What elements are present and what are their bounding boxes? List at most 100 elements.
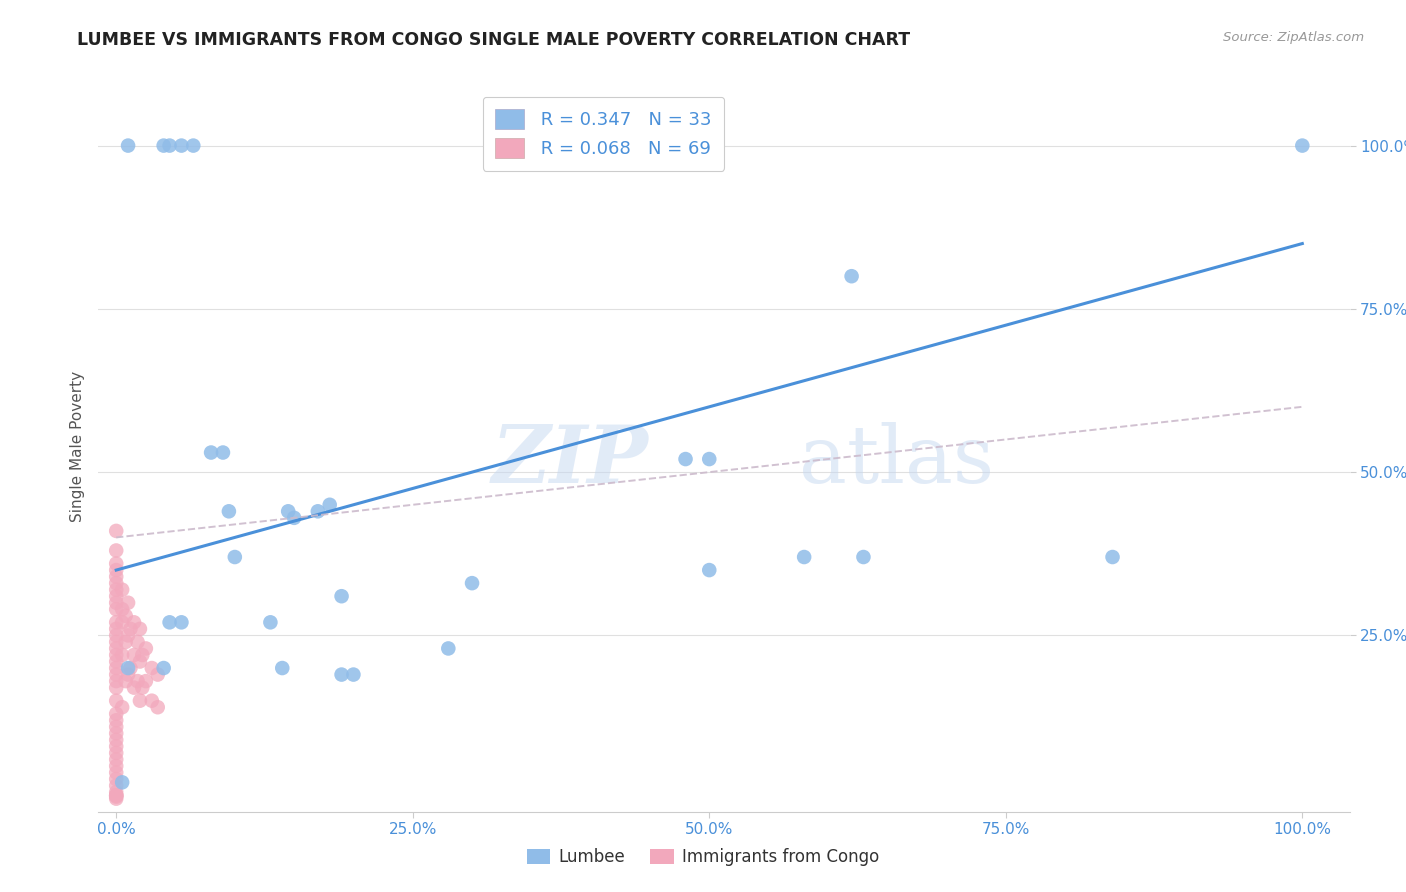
Point	[117, 138, 139, 153]
Point	[105, 789, 128, 803]
Point	[105, 655, 128, 669]
Point	[129, 622, 152, 636]
Point	[111, 775, 134, 789]
Point	[841, 269, 863, 284]
Point	[120, 661, 142, 675]
Point	[181, 138, 204, 153]
Point	[111, 582, 134, 597]
Point	[105, 661, 128, 675]
Point	[105, 602, 128, 616]
Point	[271, 661, 294, 675]
Point	[111, 602, 134, 616]
Point	[170, 138, 193, 153]
Point	[105, 720, 128, 734]
Point	[461, 576, 484, 591]
Point	[105, 746, 128, 760]
Point	[127, 635, 149, 649]
Point	[105, 759, 128, 773]
Text: Source: ZipAtlas.com: Source: ZipAtlas.com	[1223, 31, 1364, 45]
Point	[852, 549, 875, 564]
Point	[111, 615, 134, 630]
Point	[675, 452, 697, 467]
Point	[105, 765, 128, 780]
Point	[131, 681, 153, 695]
Point	[105, 772, 128, 786]
Point	[129, 655, 152, 669]
Point	[224, 549, 246, 564]
Point	[277, 504, 299, 518]
Point	[146, 667, 169, 681]
Point	[1101, 549, 1123, 564]
Point	[129, 694, 152, 708]
Point	[131, 648, 153, 662]
Y-axis label: Single Male Poverty: Single Male Poverty	[69, 370, 84, 522]
Point	[105, 576, 128, 591]
Point	[105, 582, 128, 597]
Point	[105, 635, 128, 649]
Point	[135, 674, 157, 689]
Legend:  R = 0.347   N = 33,  R = 0.068   N = 69: R = 0.347 N = 33, R = 0.068 N = 69	[482, 96, 724, 170]
Point	[330, 589, 353, 603]
Text: LUMBEE VS IMMIGRANTS FROM CONGO SINGLE MALE POVERTY CORRELATION CHART: LUMBEE VS IMMIGRANTS FROM CONGO SINGLE M…	[77, 31, 911, 49]
Point	[105, 739, 128, 754]
Point	[105, 589, 128, 603]
Text: ZIP: ZIP	[492, 422, 650, 500]
Point	[200, 445, 222, 459]
Point	[330, 667, 353, 681]
Point	[105, 789, 128, 803]
Point	[105, 667, 128, 681]
Point	[111, 700, 134, 714]
Point	[105, 569, 128, 583]
Point	[105, 628, 128, 642]
Point	[105, 615, 128, 630]
Point	[105, 524, 128, 538]
Point	[152, 661, 174, 675]
Point	[114, 674, 136, 689]
Point	[105, 752, 128, 766]
Point	[697, 563, 720, 577]
Point	[105, 674, 128, 689]
Point	[105, 641, 128, 656]
Point	[105, 732, 128, 747]
Point	[105, 557, 128, 571]
Point	[105, 681, 128, 695]
Point	[212, 445, 235, 459]
Point	[105, 789, 128, 803]
Point	[122, 681, 145, 695]
Point	[105, 779, 128, 793]
Point	[105, 791, 128, 805]
Point	[105, 622, 128, 636]
Point	[218, 504, 240, 518]
Point	[152, 138, 174, 153]
Point	[105, 694, 128, 708]
Point	[697, 452, 720, 467]
Point	[159, 615, 181, 630]
Point	[141, 694, 163, 708]
Point	[122, 648, 145, 662]
Point	[127, 674, 149, 689]
Point	[437, 641, 460, 656]
Point	[259, 615, 281, 630]
Point	[105, 706, 128, 721]
Point	[120, 622, 142, 636]
Point	[114, 608, 136, 623]
Point	[146, 700, 169, 714]
Point	[307, 504, 329, 518]
Point	[170, 615, 193, 630]
Point	[105, 596, 128, 610]
Point	[141, 661, 163, 675]
Point	[342, 667, 364, 681]
Point	[114, 635, 136, 649]
Point	[105, 714, 128, 728]
Point	[105, 563, 128, 577]
Point	[1291, 138, 1313, 153]
Point	[111, 648, 134, 662]
Point	[105, 789, 128, 804]
Point	[283, 511, 305, 525]
Point	[117, 661, 139, 675]
Point	[105, 648, 128, 662]
Point	[117, 596, 139, 610]
Point	[117, 667, 139, 681]
Legend: Lumbee, Immigrants from Congo: Lumbee, Immigrants from Congo	[519, 840, 887, 875]
Point	[319, 498, 342, 512]
